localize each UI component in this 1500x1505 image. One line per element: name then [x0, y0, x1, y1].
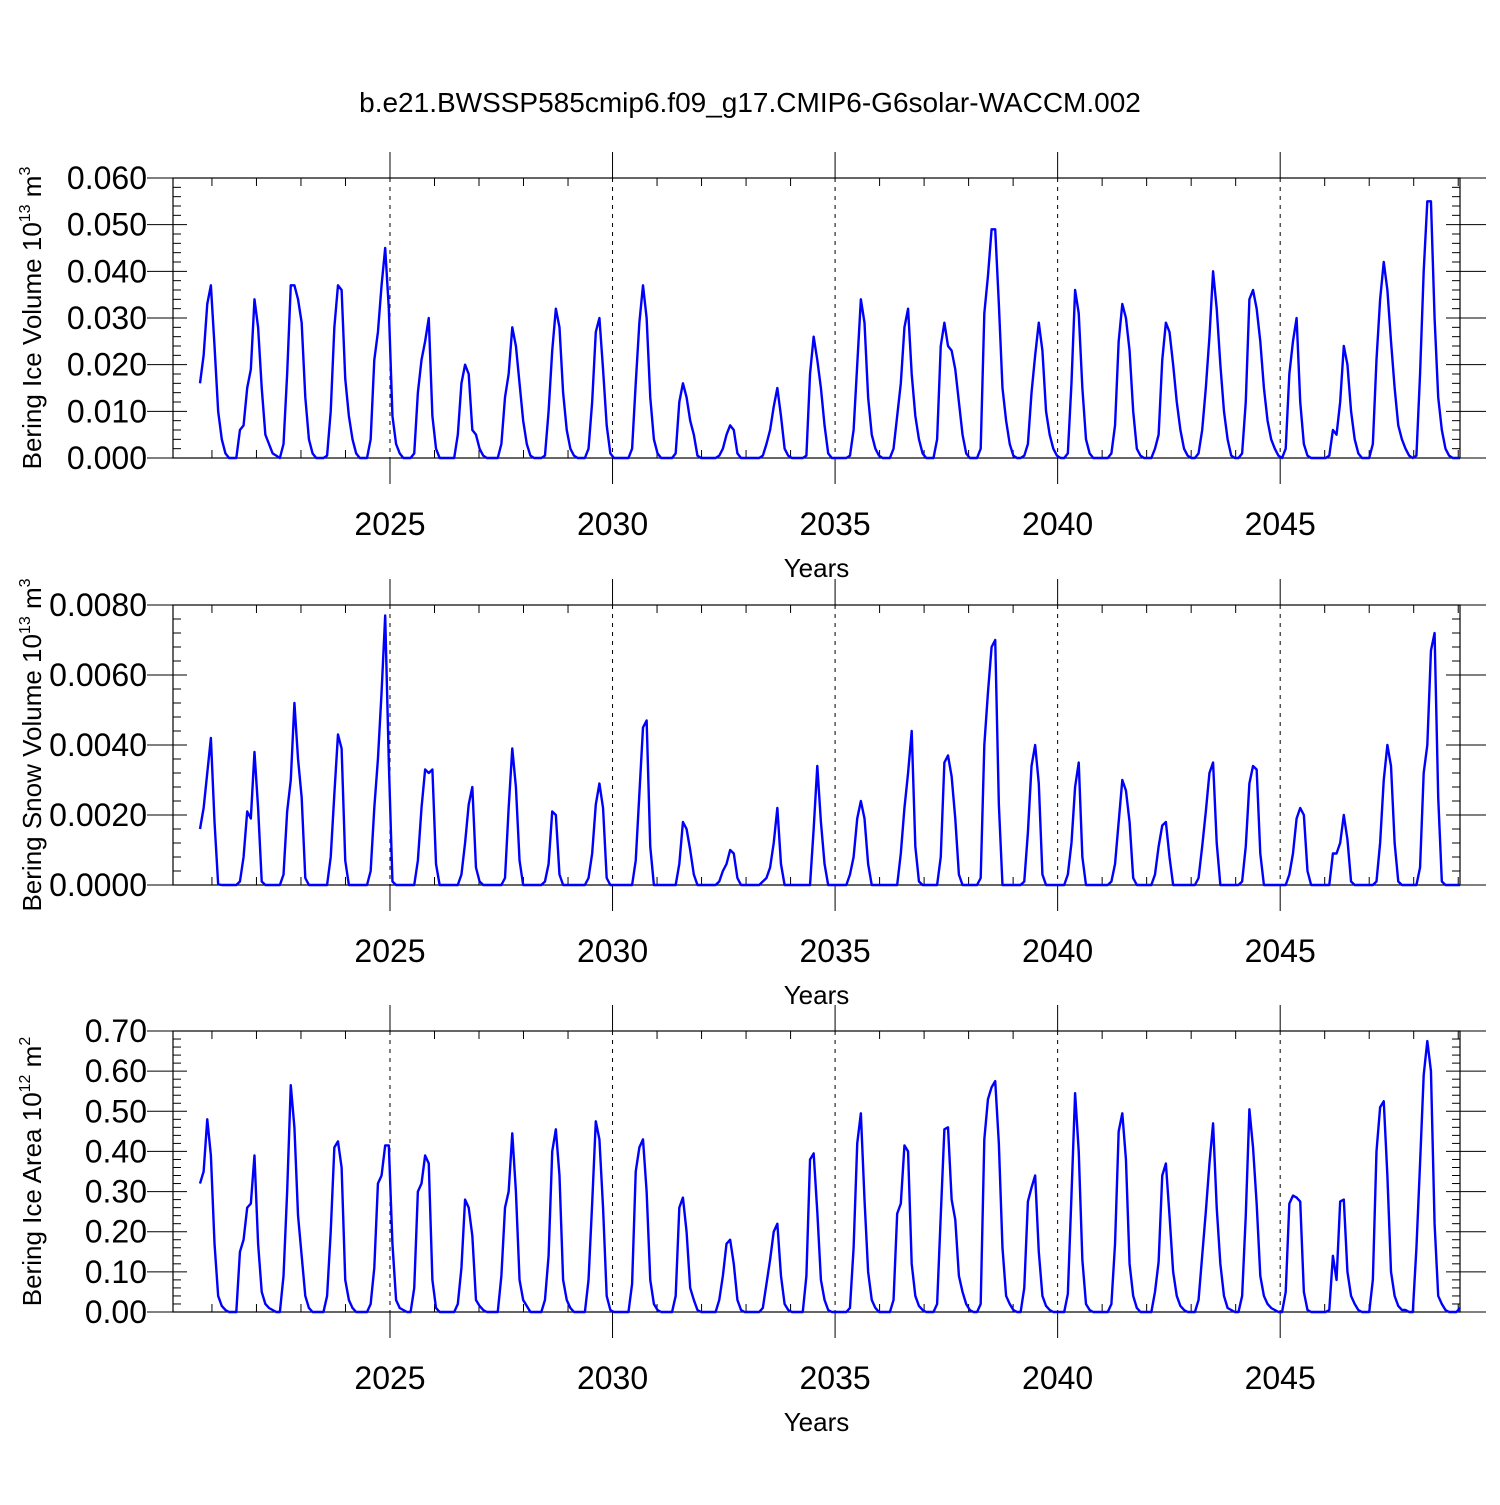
y-tick-label: 0.0060 [49, 657, 147, 693]
panel-2: 2025 2030 2035 2040 2045 Years 0.0000 0.0020 0.0… [17, 578, 1486, 1010]
series-line [198, 200, 1460, 460]
chart-title: b.e21.BWSSP585cmip6.f09_g17.CMIP6-G6sola… [359, 87, 1141, 118]
y-tick-label: 0.030 [67, 300, 147, 336]
y-tick-label: 0.70 [85, 1013, 147, 1049]
x-tick-label: 2040 [1022, 506, 1093, 542]
y-tick-label: 0.0020 [49, 797, 147, 833]
y-tick-label: 0.60 [85, 1053, 147, 1089]
panel-3: 2025 2030 2035 2040 2045 Years 0.00 0.10 0.20 0.3… [17, 1005, 1486, 1437]
panel-1: 2025 2030 2035 2040 2045 Years 0.000 0.010 0.020… [17, 152, 1486, 583]
x-tick-label: 2045 [1245, 933, 1316, 969]
x-tick-label: 2030 [577, 506, 648, 542]
y-tick-label: 0.20 [85, 1214, 147, 1250]
x-tick-label: 2025 [354, 933, 425, 969]
x-tick-label: 2040 [1022, 1360, 1093, 1396]
y-tick-label: 0.00 [85, 1294, 147, 1330]
plot-frame [172, 604, 1461, 886]
y-tick-label: 0.000 [67, 440, 147, 476]
x-tick-label: 2025 [354, 506, 425, 542]
series-line [198, 614, 1460, 887]
x-tick-label: 2030 [577, 1360, 648, 1396]
y-tick-label: 0.0040 [49, 727, 147, 763]
y-tick-label: 0.040 [67, 253, 147, 289]
y-axis-label: Bering Snow Volume 1013 m3 [17, 578, 47, 911]
y-tick-label: 0.0000 [49, 867, 147, 903]
plot-frame [172, 1030, 1461, 1313]
x-tick-label: 2035 [799, 1360, 870, 1396]
y-tick-label: 0.30 [85, 1174, 147, 1210]
y-tick-label: 0.40 [85, 1133, 147, 1169]
x-tick-label: 2025 [354, 1360, 425, 1396]
x-tick-label: 2045 [1245, 506, 1316, 542]
x-tick-label: 2035 [799, 933, 870, 969]
y-tick-label: 0.0080 [49, 587, 147, 623]
y-tick-label: 0.10 [85, 1254, 147, 1290]
x-axis-label: Years [784, 980, 850, 1010]
x-tick-label: 2030 [577, 933, 648, 969]
x-tick-label: 2035 [799, 506, 870, 542]
y-tick-label: 0.060 [67, 160, 147, 196]
y-tick-label: 0.50 [85, 1093, 147, 1129]
y-tick-label: 0.050 [67, 207, 147, 243]
x-tick-label: 2040 [1022, 933, 1093, 969]
series-line [198, 1039, 1461, 1314]
x-axis-label: Years [784, 1407, 850, 1437]
x-axis-label: Years [784, 553, 850, 583]
y-tick-label: 0.020 [67, 347, 147, 383]
y-axis-label: Bering Ice Area 1012 m2 [17, 1037, 47, 1307]
y-tick-label: 0.010 [67, 393, 147, 429]
y-axis-label: Bering Ice Volume 1013 m3 [17, 167, 47, 470]
x-tick-label: 2045 [1245, 1360, 1316, 1396]
